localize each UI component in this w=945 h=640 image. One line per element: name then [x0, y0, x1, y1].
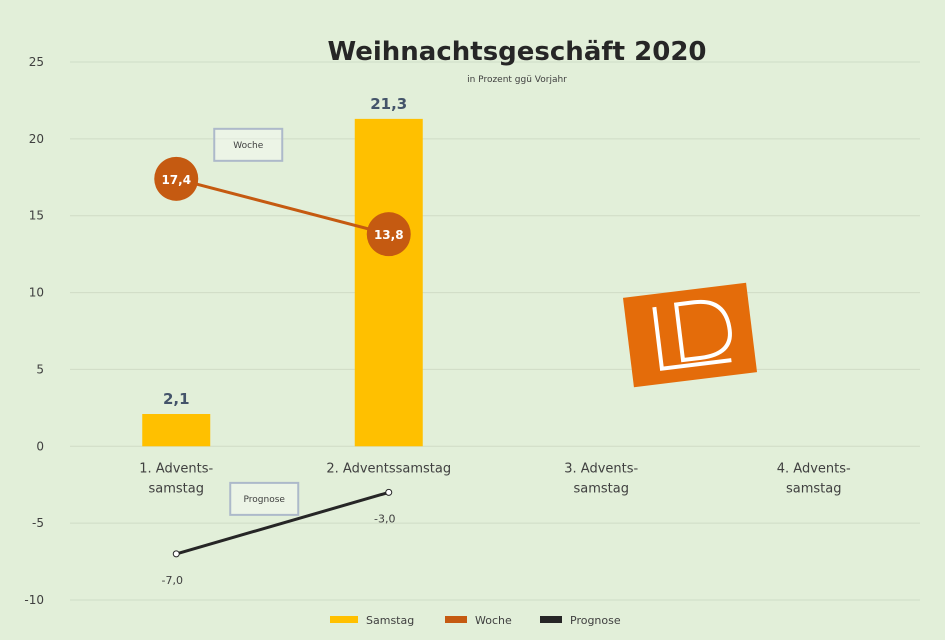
- point-woche: [366, 212, 411, 257]
- y-tick-label: 20: [29, 132, 44, 146]
- y-tick-label: 10: [29, 286, 44, 300]
- data-label-prognose: -7,0: [162, 574, 183, 587]
- bar-series-samstag: [142, 118, 423, 447]
- y-tick-label: 0: [36, 439, 44, 453]
- line-prognose: [175, 490, 390, 556]
- ld-logo-icon: [622, 282, 758, 388]
- point-prognose: [172, 550, 180, 558]
- legend: Samstag Woche Prognose: [330, 614, 621, 627]
- y-axis: -10 -5 0 5 10 15 20 25: [24, 55, 44, 607]
- callout-woche-box: [213, 127, 284, 162]
- legend-label: Woche: [475, 614, 512, 627]
- bar-samstag: [142, 414, 211, 447]
- line-series: [154, 156, 411, 558]
- y-tick-label: 5: [36, 362, 44, 376]
- point-woche: [154, 156, 199, 201]
- y-tick-label: 15: [29, 209, 44, 223]
- data-label-samstag: 21,3: [370, 95, 407, 113]
- y-tick-label: -10: [24, 593, 44, 607]
- gridlines: [70, 61, 920, 601]
- data-label-prognose: -3,0: [374, 512, 395, 525]
- legend-swatch: [445, 616, 467, 623]
- point-prognose: [385, 488, 393, 496]
- line-woche: [175, 177, 390, 236]
- data-label-woche: 13,8: [374, 228, 404, 242]
- x-tick-label: 3. Advents-samstag: [564, 461, 638, 496]
- legend-label: Prognose: [570, 614, 621, 627]
- callout-prognose-box: [229, 481, 300, 516]
- x-tick-label: 2. Adventssamstag: [326, 461, 451, 476]
- data-labels: 2,1 21,3 -7,0 -3,0 17,4 13,8: [161, 95, 407, 587]
- callout-prognose-text: Prognose: [244, 495, 286, 505]
- chart-subtitle: in Prozent ggü Vorjahr: [467, 75, 567, 85]
- data-label-samstag: 2,1: [163, 390, 190, 408]
- y-tick-label: 25: [29, 55, 44, 69]
- x-tick-label: 4. Advents-samstag: [777, 461, 851, 496]
- chart-title: Weihnachtsgeschäft 2020: [327, 37, 706, 67]
- bar-samstag: [354, 118, 423, 447]
- legend-swatch: [540, 616, 562, 623]
- x-tick-label: 1. Advents-samstag: [139, 461, 213, 496]
- data-label-woche: 17,4: [161, 173, 191, 187]
- x-axis: 1. Advents-samstag 2. Adventssamstag 3. Ad…: [139, 461, 851, 496]
- legend-swatch: [330, 616, 358, 623]
- callouts: Woche Prognose: [213, 127, 300, 516]
- legend-label: Samstag: [366, 614, 414, 627]
- y-tick-label: -5: [32, 516, 44, 530]
- callout-woche-text: Woche: [233, 141, 264, 151]
